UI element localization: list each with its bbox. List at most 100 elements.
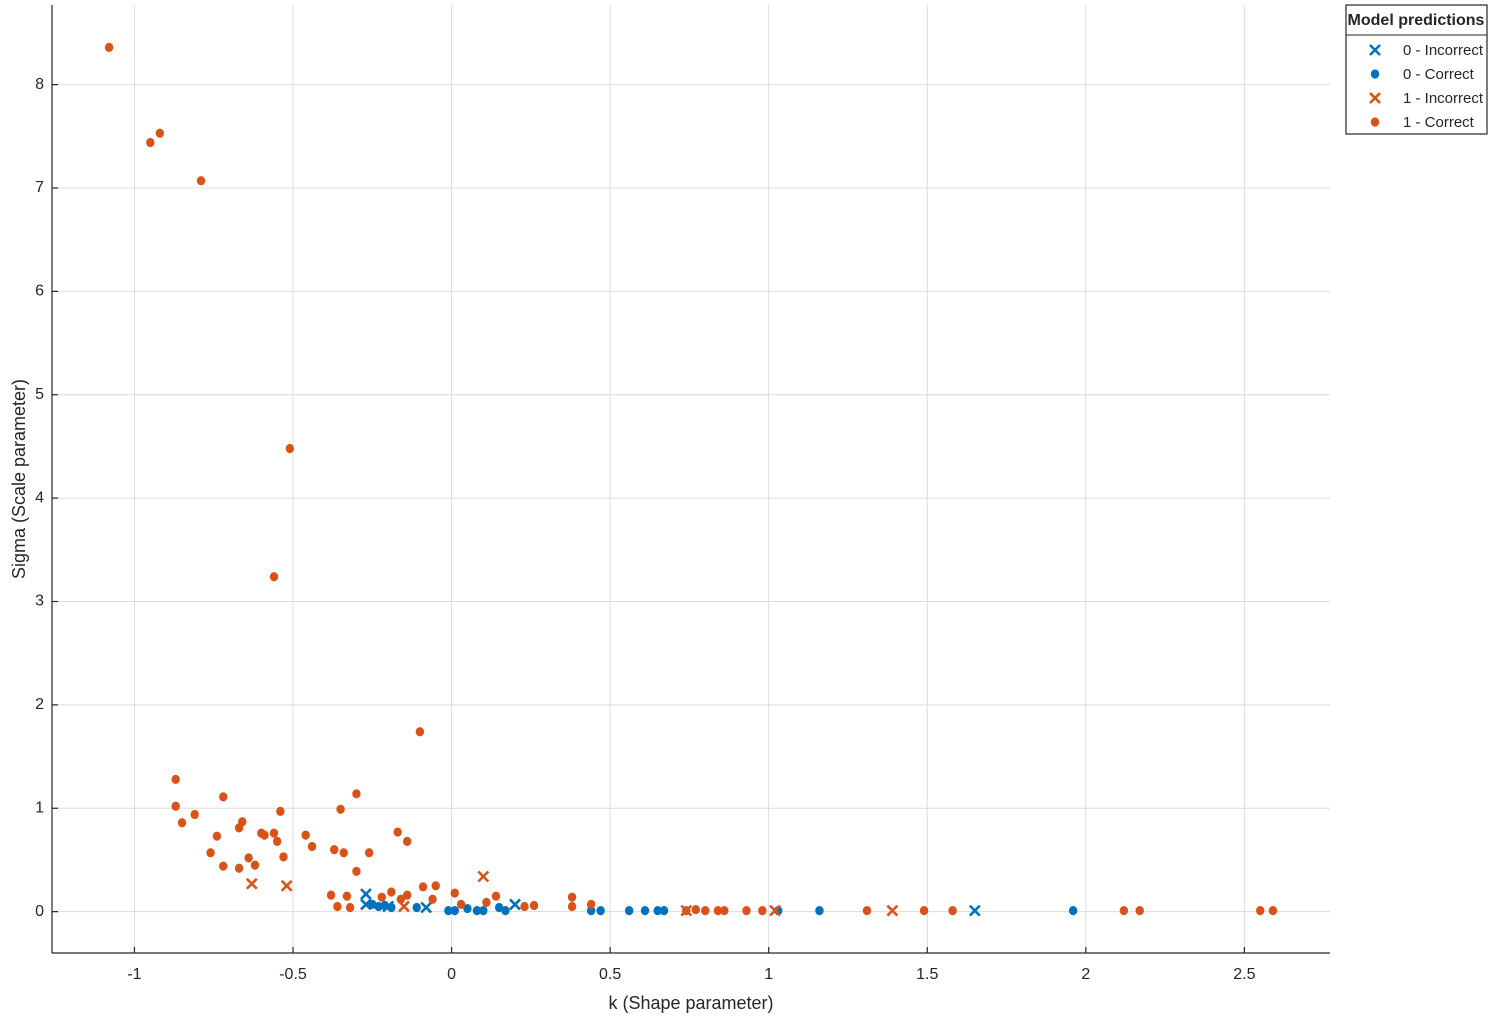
y-tick-label: 6 — [35, 283, 44, 300]
point-dot — [701, 906, 710, 916]
point-dot — [529, 900, 539, 911]
point-dot — [1268, 906, 1278, 916]
point-dot — [177, 818, 187, 828]
grid: -1 -0.5 0 0.5 1 1.5 2 2.5 0 1 2 3 4 5 6 7 8 — [35, 5, 1330, 983]
point-dot — [345, 902, 355, 913]
point-dot — [520, 901, 529, 912]
point-dot — [238, 817, 247, 827]
point-dot — [387, 887, 396, 897]
point-dot — [402, 890, 412, 900]
point-dot — [640, 906, 650, 916]
point-dot — [155, 128, 165, 138]
legend-label: 1 - Correct — [1403, 114, 1475, 131]
point-dot — [219, 792, 228, 802]
point-dot — [219, 861, 228, 871]
point-dot — [269, 828, 279, 838]
legend-box — [1345, 4, 1488, 135]
point-dot — [682, 906, 691, 916]
point-dot — [463, 903, 472, 914]
point-dot — [567, 892, 577, 902]
point-dot — [336, 804, 345, 814]
point-dot — [212, 831, 222, 841]
point-dot — [815, 906, 824, 916]
point-cross — [886, 904, 899, 917]
point-dot — [272, 836, 282, 846]
legend-title: Model predictions — [1348, 12, 1485, 29]
point-dot — [742, 906, 751, 916]
point-dot — [244, 853, 253, 863]
point-dot — [171, 774, 180, 784]
point-dot — [374, 901, 383, 912]
y-tick-label: 1 — [35, 799, 44, 816]
point-dot — [567, 901, 577, 912]
legend-label: 0 - Correct — [1403, 66, 1475, 83]
point-dot — [234, 863, 244, 873]
point-dot — [190, 809, 199, 820]
x-tick-label: -1 — [127, 966, 141, 983]
point-dot — [948, 906, 957, 916]
point-dot — [276, 806, 285, 816]
point-dot — [444, 906, 453, 916]
point-dot — [307, 841, 317, 852]
point-dot — [326, 890, 336, 900]
point-dot — [377, 892, 387, 902]
point-cross — [360, 898, 372, 911]
point-dot — [479, 906, 488, 916]
point-cross — [280, 879, 293, 892]
point-dot — [196, 176, 206, 186]
point-dot — [482, 897, 491, 907]
point-dot — [720, 906, 729, 916]
y-tick-label: 3 — [35, 593, 44, 610]
point-dot — [250, 860, 260, 870]
point-dot — [279, 852, 288, 862]
point-dot — [387, 902, 396, 913]
point-dot — [431, 881, 440, 891]
y-tick-label: 8 — [35, 76, 44, 93]
legend-label: 0 - Incorrect — [1403, 42, 1484, 59]
point-dot — [1370, 117, 1380, 127]
point-cross — [509, 898, 521, 911]
point-dot — [428, 894, 437, 904]
point-cross — [968, 904, 981, 917]
point-dot — [412, 902, 421, 913]
point-dot — [491, 891, 501, 901]
x-tick-label: -0.5 — [279, 966, 307, 983]
point-dot — [1370, 69, 1380, 79]
point-dot — [364, 848, 374, 858]
point-dot — [1135, 906, 1144, 916]
point-dot — [333, 901, 342, 912]
point-dot — [171, 801, 180, 811]
point-dot — [586, 899, 596, 910]
point-cross — [420, 901, 433, 914]
y-tick-label: 4 — [35, 489, 44, 506]
point-dot — [862, 906, 872, 916]
point-dot — [269, 572, 279, 582]
x-tick-label: 2 — [1081, 966, 1090, 983]
point-dot — [352, 866, 361, 876]
point-dot — [456, 899, 466, 910]
marks — [104, 42, 1278, 917]
point-cross — [245, 877, 258, 890]
point-dot — [415, 727, 425, 737]
legend: Model predictions 0 - Incorrect 0 - Corre… — [1345, 4, 1488, 135]
y-tick-label: 2 — [35, 696, 44, 713]
point-dot — [624, 906, 634, 916]
point-dot — [472, 906, 482, 916]
x-tick-label: 1 — [764, 966, 773, 983]
point-dot — [146, 137, 155, 148]
point-dot — [1068, 906, 1078, 916]
point-dot — [494, 902, 504, 913]
point-cross — [769, 904, 781, 917]
point-dot — [339, 848, 348, 858]
point-dot — [380, 900, 390, 911]
x-tick-label: 0 — [447, 966, 456, 983]
point-dot — [450, 888, 459, 898]
point-dot — [342, 891, 352, 901]
point-dot — [206, 848, 215, 858]
point-dot — [352, 789, 361, 799]
point-dot — [1256, 906, 1265, 916]
x-axis-label: k (Shape parameter) — [608, 993, 773, 1013]
point-dot — [501, 906, 510, 916]
point-cross — [1369, 44, 1381, 56]
